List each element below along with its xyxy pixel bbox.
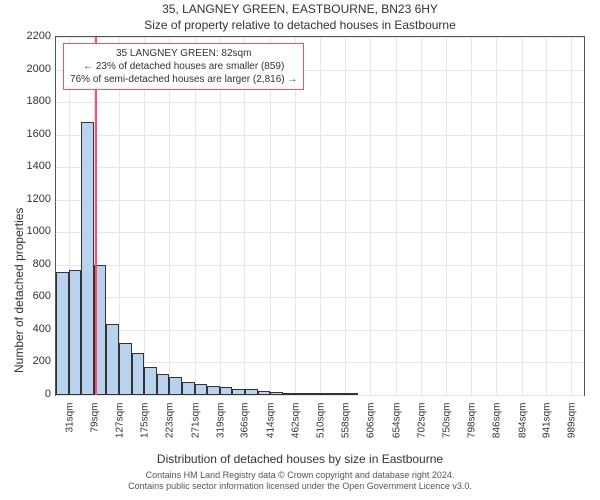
chart-container: 35, LANGNEY GREEN, EASTBOURNE, BN23 6HY … — [0, 0, 600, 500]
x-tick-label: 223sqm — [165, 403, 176, 453]
histogram-bar — [232, 389, 245, 396]
histogram-bar — [295, 393, 308, 395]
gridline-vertical — [471, 37, 472, 395]
x-axis-label: Distribution of detached houses by size … — [0, 452, 600, 466]
x-tick-label: 989sqm — [567, 403, 578, 453]
gridline-vertical — [496, 37, 497, 395]
x-tick-label: 941sqm — [542, 403, 553, 453]
plot-area: 35 LANGNEY GREEN: 82sqm← 23% of detached… — [55, 36, 585, 396]
histogram-bar — [346, 393, 359, 395]
x-tick-label: 558sqm — [341, 403, 352, 453]
x-tick-label: 462sqm — [290, 403, 301, 453]
y-tick-label: 600 — [5, 290, 51, 302]
histogram-bar — [132, 353, 145, 395]
gridline-vertical — [571, 37, 572, 395]
footer-line-1: Contains HM Land Registry data © Crown c… — [146, 470, 455, 480]
histogram-bar — [245, 389, 258, 395]
histogram-bar — [220, 387, 233, 395]
gridline-vertical — [446, 37, 447, 395]
x-tick-label: 750sqm — [441, 403, 452, 453]
x-tick-label: 127sqm — [114, 403, 125, 453]
histogram-bar — [321, 393, 334, 395]
x-tick-label: 414sqm — [265, 403, 276, 453]
histogram-bar — [207, 386, 220, 395]
gridline-vertical — [144, 37, 145, 395]
gridline-vertical — [119, 37, 120, 395]
x-tick-label: 271sqm — [190, 403, 201, 453]
histogram-bar — [308, 393, 321, 395]
y-tick-label: 1400 — [5, 160, 51, 172]
y-tick-label: 0 — [5, 388, 51, 400]
y-tick-label: 400 — [5, 323, 51, 335]
gridline-vertical — [270, 37, 271, 395]
x-tick-label: 510sqm — [316, 403, 327, 453]
histogram-bar — [169, 377, 182, 395]
gridline-vertical — [345, 37, 346, 395]
x-tick-label: 702sqm — [416, 403, 427, 453]
page-title: 35, LANGNEY GREEN, EASTBOURNE, BN23 6HY — [0, 2, 600, 16]
property-marker-line — [95, 37, 97, 395]
gridline-vertical — [320, 37, 321, 395]
y-tick-label: 2200 — [5, 30, 51, 42]
y-tick-label: 2000 — [5, 63, 51, 75]
annotation-box: 35 LANGNEY GREEN: 82sqm← 23% of detached… — [63, 43, 304, 90]
histogram-bar — [119, 343, 132, 395]
gridline-vertical — [169, 37, 170, 395]
x-tick-label: 894sqm — [517, 403, 528, 453]
annotation-line: 76% of semi-detached houses are larger (… — [70, 73, 297, 86]
histogram-bar — [182, 382, 195, 395]
gridline-vertical — [244, 37, 245, 395]
y-tick-label: 1000 — [5, 225, 51, 237]
x-tick-label: 31sqm — [64, 403, 75, 453]
gridline-vertical — [421, 37, 422, 395]
annotation-line: 35 LANGNEY GREEN: 82sqm — [70, 47, 297, 60]
y-tick-label: 200 — [5, 355, 51, 367]
histogram-bar — [157, 374, 170, 395]
y-tick-label: 1600 — [5, 128, 51, 140]
histogram-bar — [258, 391, 271, 395]
gridline-vertical — [220, 37, 221, 395]
gridline-vertical — [546, 37, 547, 395]
x-tick-label: 606sqm — [366, 403, 377, 453]
gridline-vertical — [370, 37, 371, 395]
gridline-vertical — [396, 37, 397, 395]
footer-text: Contains HM Land Registry data © Crown c… — [0, 470, 600, 493]
histogram-bar — [106, 324, 119, 395]
histogram-bar — [333, 393, 346, 395]
x-tick-label: 846sqm — [492, 403, 503, 453]
y-tick-label: 1200 — [5, 193, 51, 205]
gridline-vertical — [522, 37, 523, 395]
x-tick-label: 79sqm — [89, 403, 100, 453]
histogram-bar — [56, 272, 69, 396]
y-tick-label: 1800 — [5, 95, 51, 107]
x-tick-label: 319sqm — [215, 403, 226, 453]
gridline-horizontal — [56, 395, 584, 396]
x-tick-label: 175sqm — [140, 403, 151, 453]
histogram-bar — [81, 122, 94, 395]
x-tick-label: 798sqm — [467, 403, 478, 453]
x-tick-label: 654sqm — [391, 403, 402, 453]
x-tick-label: 366sqm — [240, 403, 251, 453]
histogram-bar — [144, 367, 157, 395]
annotation-line: ← 23% of detached houses are smaller (85… — [70, 60, 297, 73]
histogram-bar — [283, 393, 296, 395]
histogram-bar — [270, 392, 283, 395]
histogram-bar — [195, 384, 208, 395]
gridline-vertical — [295, 37, 296, 395]
y-tick-label: 800 — [5, 258, 51, 270]
histogram-bar — [69, 270, 82, 395]
chart-subtitle: Size of property relative to detached ho… — [0, 18, 600, 32]
gridline-vertical — [195, 37, 196, 395]
footer-line-2: Contains public sector information licen… — [128, 481, 472, 491]
